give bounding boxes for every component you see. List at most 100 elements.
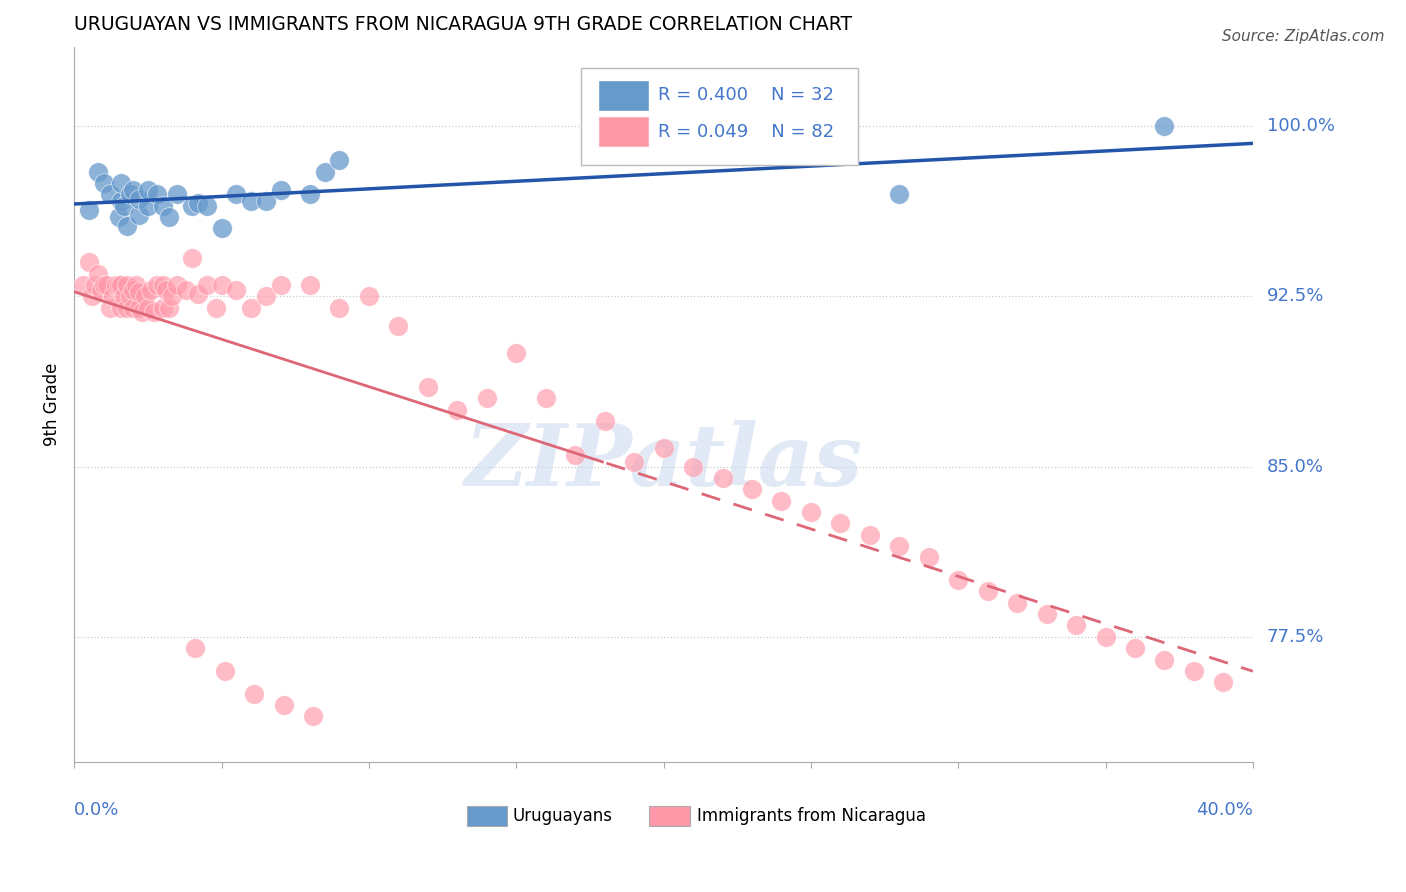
Point xyxy=(214,664,236,678)
Point xyxy=(1153,652,1175,666)
Point xyxy=(107,210,129,224)
Point xyxy=(80,289,103,303)
Point xyxy=(136,301,159,315)
Point xyxy=(475,392,498,406)
Point xyxy=(711,471,734,485)
Point xyxy=(93,176,115,190)
Point xyxy=(117,301,139,315)
Point xyxy=(1005,596,1028,610)
Point xyxy=(117,219,139,233)
Point xyxy=(534,392,557,406)
Text: Source: ZipAtlas.com: Source: ZipAtlas.com xyxy=(1222,29,1385,44)
Point xyxy=(101,289,124,303)
Point xyxy=(976,584,998,599)
Point xyxy=(505,346,527,360)
Point xyxy=(270,278,292,293)
Point xyxy=(948,573,970,587)
Point xyxy=(120,289,142,303)
Point xyxy=(623,455,645,469)
Point xyxy=(90,283,112,297)
Point xyxy=(270,183,292,197)
Text: 100.0%: 100.0% xyxy=(1267,117,1334,135)
Point xyxy=(87,164,110,178)
Text: Immigrants from Nicaragua: Immigrants from Nicaragua xyxy=(696,807,925,825)
Point xyxy=(254,289,277,303)
Point xyxy=(72,278,94,293)
Point xyxy=(299,187,322,202)
Point xyxy=(104,278,127,293)
Point xyxy=(889,187,911,202)
Point xyxy=(830,516,852,531)
Point xyxy=(96,278,118,293)
Point xyxy=(166,278,188,293)
FancyBboxPatch shape xyxy=(598,79,650,111)
Point xyxy=(128,208,150,222)
Point xyxy=(122,283,145,297)
Point xyxy=(741,483,763,497)
Point xyxy=(770,493,793,508)
Point xyxy=(152,301,174,315)
Point xyxy=(240,194,263,208)
Point xyxy=(800,505,823,519)
Point xyxy=(918,550,941,565)
Point xyxy=(112,198,135,212)
Point xyxy=(243,687,266,701)
Point xyxy=(195,278,218,293)
Point xyxy=(174,283,197,297)
Point xyxy=(110,176,132,190)
Point xyxy=(446,402,468,417)
Point xyxy=(387,318,409,333)
FancyBboxPatch shape xyxy=(581,68,858,165)
Point xyxy=(1094,630,1116,644)
Point xyxy=(859,527,882,541)
Text: Uruguayans: Uruguayans xyxy=(513,807,613,825)
Point xyxy=(93,278,115,293)
Point xyxy=(128,192,150,206)
Point xyxy=(328,153,350,168)
Point xyxy=(1153,119,1175,133)
Point xyxy=(98,187,121,202)
Point xyxy=(181,251,204,265)
Point xyxy=(187,287,209,301)
Text: R = 0.400    N = 32: R = 0.400 N = 32 xyxy=(658,87,834,104)
Point xyxy=(110,301,132,315)
Point xyxy=(1182,664,1205,678)
Point xyxy=(299,278,322,293)
Point xyxy=(134,289,156,303)
Point xyxy=(152,278,174,293)
Point xyxy=(139,283,162,297)
Text: 0.0%: 0.0% xyxy=(75,801,120,819)
Point xyxy=(107,278,129,293)
Point xyxy=(652,442,675,456)
Point xyxy=(211,278,233,293)
Text: 85.0%: 85.0% xyxy=(1267,458,1324,475)
Point xyxy=(77,203,100,218)
Text: ZIPatlas: ZIPatlas xyxy=(464,419,863,503)
Point xyxy=(302,709,325,723)
Point xyxy=(131,305,153,319)
Point xyxy=(1212,675,1234,690)
Point xyxy=(98,301,121,315)
Point xyxy=(564,448,586,462)
Point xyxy=(160,289,183,303)
Point xyxy=(84,278,107,293)
FancyBboxPatch shape xyxy=(467,806,506,826)
Point xyxy=(125,278,148,293)
Point xyxy=(112,289,135,303)
Point xyxy=(155,283,177,297)
Point xyxy=(1123,641,1146,656)
FancyBboxPatch shape xyxy=(598,116,650,147)
Point xyxy=(1064,618,1087,632)
Text: 40.0%: 40.0% xyxy=(1197,801,1253,819)
Point xyxy=(254,194,277,208)
Point xyxy=(195,198,218,212)
Point xyxy=(136,183,159,197)
Point xyxy=(682,459,704,474)
Point xyxy=(110,278,132,293)
Point xyxy=(122,301,145,315)
Point xyxy=(273,698,295,712)
Point xyxy=(181,198,204,212)
Point xyxy=(146,187,169,202)
Y-axis label: 9th Grade: 9th Grade xyxy=(44,362,60,446)
Point xyxy=(77,255,100,269)
